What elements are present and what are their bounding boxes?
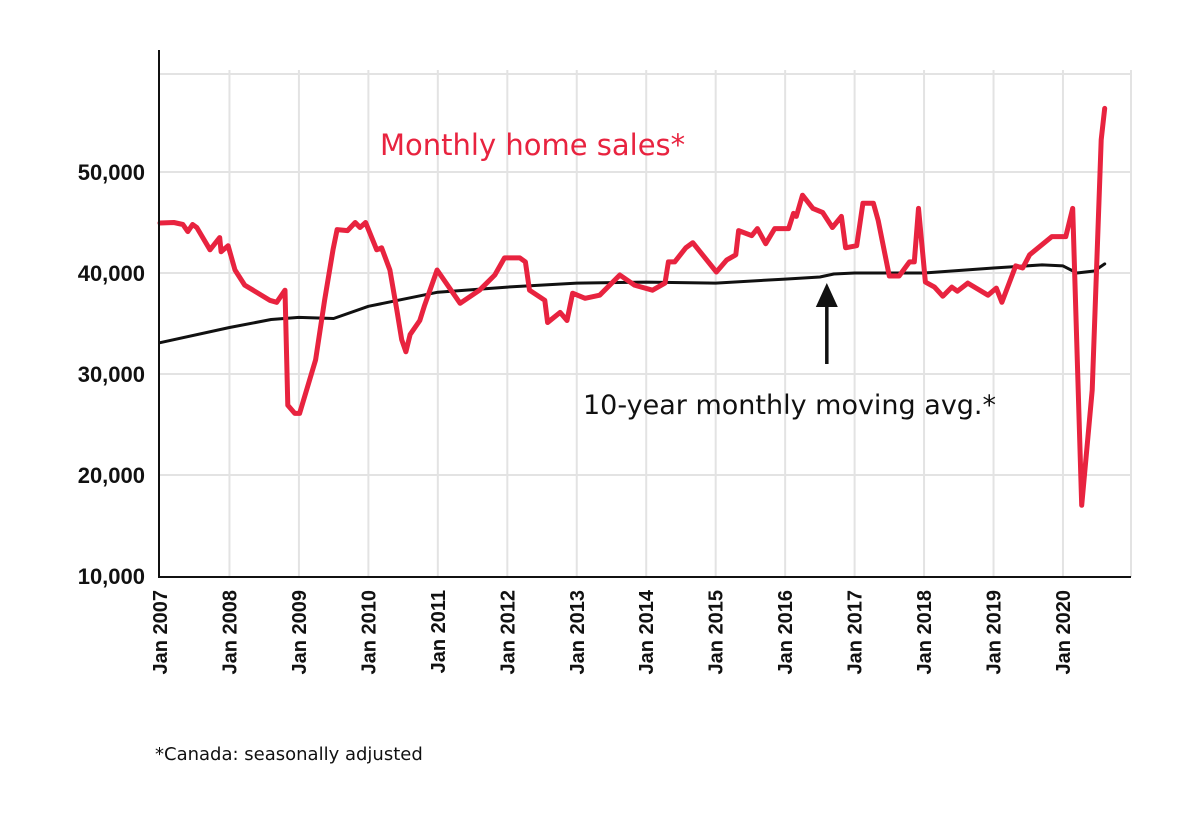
x-tick-label: Jan 2010 — [358, 590, 380, 675]
x-tick-label: Jan 2017 — [845, 590, 867, 675]
grid — [159, 70, 1132, 577]
series-lines — [157, 105, 1108, 508]
monthly-sales-line — [157, 105, 1108, 508]
x-tick-label: Jan 2019 — [984, 590, 1006, 675]
y-tick-label: 50,000 — [78, 160, 145, 185]
y-tick-label: 40,000 — [78, 261, 145, 286]
x-tick-label: Jan 2009 — [289, 590, 311, 675]
arrow-head — [815, 283, 838, 307]
x-tick-label: Jan 2008 — [219, 590, 241, 675]
x-tick-label: Jan 2014 — [636, 589, 658, 674]
x-tick-label: Jan 2013 — [567, 590, 589, 675]
moving-average-label: 10-year monthly moving avg.* — [583, 390, 996, 421]
arrow-icon — [815, 283, 838, 364]
x-tick-label: Jan 2018 — [914, 590, 936, 675]
x-tick-label: Jan 2007 — [150, 590, 172, 675]
footnote: *Canada: seasonally adjusted — [155, 744, 423, 765]
x-tick-label: Jan 2012 — [497, 590, 519, 675]
y-tick-label: 30,000 — [78, 362, 145, 387]
x-tick-label: Jan 2016 — [775, 590, 797, 675]
x-tick-label: Jan 2020 — [1053, 590, 1075, 675]
x-axis-ticks: Jan 2007 Jan 2008 Jan 2009 Jan 2010 Jan 2011… — [150, 589, 1075, 674]
x-tick-label: Jan 2015 — [706, 590, 728, 675]
x-tick-label: Jan 2011 — [428, 590, 450, 673]
y-axis-ticks: 10,000 20,000 30,000 40,000 50,000 — [78, 160, 145, 589]
monthly-sales-label: Monthly home sales* — [380, 128, 685, 162]
y-tick-label: 10,000 — [78, 564, 145, 589]
moving-average-line — [158, 262, 1107, 345]
y-tick-label: 20,000 — [78, 463, 145, 488]
